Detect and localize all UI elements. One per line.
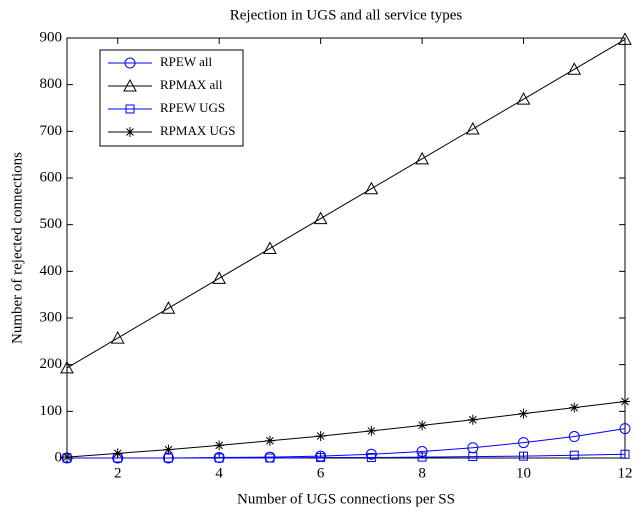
marker bbox=[212, 271, 227, 284]
legend-label: RPEW UGS bbox=[160, 100, 225, 115]
x-tick-label: 4 bbox=[215, 465, 223, 481]
y-tick-label: 100 bbox=[40, 403, 63, 419]
marker bbox=[619, 423, 631, 435]
marker bbox=[161, 301, 176, 314]
marker bbox=[366, 453, 376, 463]
chart-title: Rejection in UGS and all service types bbox=[230, 7, 463, 23]
marker bbox=[365, 448, 377, 460]
marker bbox=[124, 57, 136, 69]
marker bbox=[417, 452, 427, 462]
y-axis-label: Number of rejected connections bbox=[9, 152, 25, 344]
marker bbox=[112, 448, 123, 459]
marker bbox=[315, 431, 326, 442]
legend-label: RPMAX all bbox=[160, 77, 223, 92]
marker bbox=[620, 449, 630, 459]
x-tick-label: 2 bbox=[114, 465, 122, 481]
marker bbox=[467, 414, 478, 425]
marker bbox=[366, 425, 377, 436]
y-tick-label: 800 bbox=[40, 76, 63, 92]
series-line bbox=[66, 401, 626, 458]
y-tick-label: 600 bbox=[40, 169, 63, 185]
marker bbox=[569, 402, 580, 413]
x-axis-label: Number of UGS connections per SS bbox=[237, 491, 455, 507]
marker bbox=[265, 453, 275, 463]
legend: RPEW all RPMAX all RPEW UGS RPMAX UGS bbox=[99, 49, 244, 147]
y-tick-label: 500 bbox=[40, 216, 63, 232]
x-tick-label: 12 bbox=[618, 465, 633, 481]
marker bbox=[519, 451, 529, 461]
x-tick-label: 6 bbox=[317, 465, 325, 481]
marker bbox=[415, 151, 429, 165]
marker bbox=[516, 92, 531, 105]
y-tick-label: 900 bbox=[40, 29, 63, 45]
marker bbox=[518, 408, 529, 419]
marker bbox=[163, 444, 174, 455]
marker bbox=[417, 420, 428, 431]
marker bbox=[60, 360, 74, 374]
marker bbox=[316, 453, 326, 463]
x-tick-label: 8 bbox=[418, 465, 426, 481]
x-tick-label: 10 bbox=[516, 465, 531, 481]
marker bbox=[465, 121, 480, 135]
marker bbox=[620, 396, 630, 407]
marker bbox=[125, 127, 135, 137]
marker bbox=[518, 437, 530, 449]
marker bbox=[569, 450, 579, 460]
marker bbox=[125, 104, 135, 114]
y-tick-label: 400 bbox=[40, 263, 63, 279]
legend-box bbox=[99, 49, 244, 147]
marker bbox=[214, 453, 224, 463]
marker bbox=[263, 241, 277, 254]
legend-label: RPEW all bbox=[160, 54, 213, 69]
series-line bbox=[67, 453, 626, 459]
marker bbox=[123, 78, 137, 92]
marker bbox=[364, 181, 379, 195]
marker bbox=[567, 62, 582, 75]
marker bbox=[618, 32, 632, 45]
y-tick-label: 200 bbox=[40, 356, 63, 372]
y-tick-label: 0 bbox=[55, 449, 63, 465]
marker bbox=[313, 211, 328, 225]
marker bbox=[468, 452, 478, 462]
marker bbox=[568, 431, 580, 443]
y-tick-label: 300 bbox=[40, 309, 63, 325]
series-line bbox=[66, 38, 626, 369]
marker bbox=[416, 445, 428, 457]
marker bbox=[62, 452, 72, 463]
y-tick-label: 700 bbox=[40, 123, 63, 139]
marker bbox=[214, 440, 225, 451]
marker bbox=[110, 331, 125, 344]
marker bbox=[264, 435, 275, 446]
legend-label: RPMAX UGS bbox=[160, 123, 236, 138]
